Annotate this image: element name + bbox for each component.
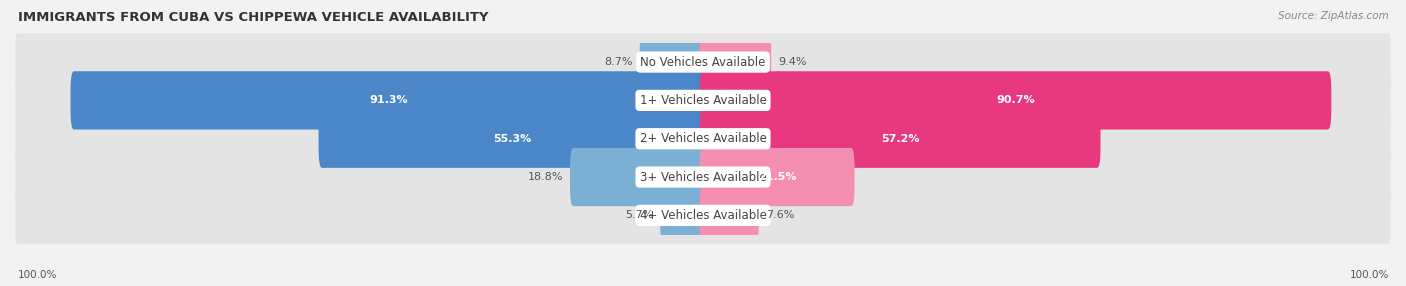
FancyBboxPatch shape (640, 33, 706, 91)
FancyBboxPatch shape (15, 72, 1391, 129)
FancyBboxPatch shape (15, 110, 1391, 167)
Text: No Vehicles Available: No Vehicles Available (640, 55, 766, 69)
Text: 90.7%: 90.7% (995, 96, 1035, 105)
Text: 3+ Vehicles Available: 3+ Vehicles Available (640, 170, 766, 184)
FancyBboxPatch shape (569, 148, 706, 206)
Text: 2+ Vehicles Available: 2+ Vehicles Available (640, 132, 766, 145)
FancyBboxPatch shape (661, 186, 706, 245)
FancyBboxPatch shape (15, 148, 1391, 206)
Text: 91.3%: 91.3% (370, 96, 408, 105)
FancyBboxPatch shape (700, 148, 855, 206)
FancyBboxPatch shape (700, 71, 1331, 130)
Text: 57.2%: 57.2% (880, 134, 920, 144)
FancyBboxPatch shape (700, 33, 772, 91)
FancyBboxPatch shape (70, 71, 706, 130)
Text: 100.0%: 100.0% (1350, 270, 1389, 280)
Text: 55.3%: 55.3% (494, 134, 531, 144)
Text: 4+ Vehicles Available: 4+ Vehicles Available (640, 209, 766, 222)
Text: IMMIGRANTS FROM CUBA VS CHIPPEWA VEHICLE AVAILABILITY: IMMIGRANTS FROM CUBA VS CHIPPEWA VEHICLE… (18, 11, 489, 24)
Text: 7.6%: 7.6% (766, 210, 794, 220)
Text: 1+ Vehicles Available: 1+ Vehicles Available (640, 94, 766, 107)
Text: 5.7%: 5.7% (626, 210, 654, 220)
FancyBboxPatch shape (15, 186, 1391, 244)
Text: 9.4%: 9.4% (778, 57, 807, 67)
FancyBboxPatch shape (700, 110, 1101, 168)
Text: 8.7%: 8.7% (605, 57, 633, 67)
FancyBboxPatch shape (319, 110, 706, 168)
Text: Source: ZipAtlas.com: Source: ZipAtlas.com (1278, 11, 1389, 21)
FancyBboxPatch shape (15, 33, 1391, 91)
Text: 21.5%: 21.5% (758, 172, 796, 182)
Text: 18.8%: 18.8% (527, 172, 564, 182)
FancyBboxPatch shape (700, 186, 759, 245)
Text: 100.0%: 100.0% (18, 270, 58, 280)
